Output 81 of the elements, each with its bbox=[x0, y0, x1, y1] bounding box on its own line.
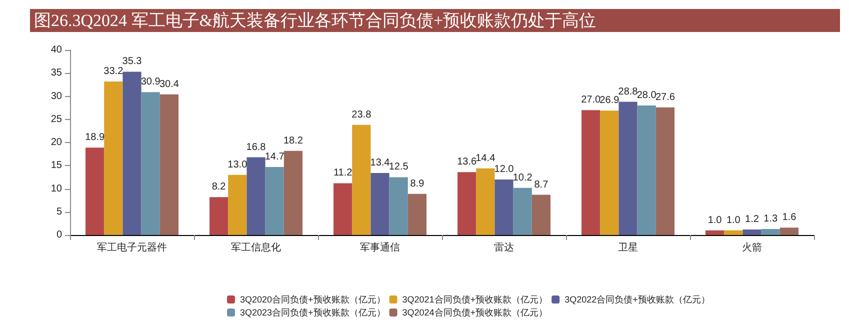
legend-label: 3Q2023合同负债+预收账款（亿元） bbox=[240, 308, 386, 318]
bar bbox=[618, 102, 638, 235]
data-label: 14.4 bbox=[476, 152, 496, 164]
data-label: 1.2 bbox=[745, 214, 760, 225]
data-label: 28.8 bbox=[618, 86, 638, 98]
bar bbox=[742, 229, 762, 235]
y-tick-label: 0 bbox=[56, 230, 62, 240]
bar bbox=[160, 94, 178, 235]
y-tick-label: 10 bbox=[50, 183, 62, 194]
data-label: 30.9 bbox=[140, 76, 161, 88]
data-label: 23.8 bbox=[352, 109, 372, 120]
bar bbox=[656, 107, 674, 235]
bar bbox=[780, 228, 798, 235]
data-label: 14.7 bbox=[264, 152, 285, 163]
bar bbox=[228, 174, 247, 235]
y-tick-label: 20 bbox=[50, 137, 62, 148]
y-tick-label: 40 bbox=[50, 44, 62, 56]
y-tick-label: 15 bbox=[50, 160, 62, 172]
y-tick-label: 30 bbox=[50, 90, 62, 102]
data-label: 18.2 bbox=[283, 135, 304, 146]
legend-label: 3Q2020合同负债+预收账款（亿元） bbox=[240, 294, 386, 304]
bar bbox=[761, 228, 780, 235]
data-label: 10.2 bbox=[512, 172, 533, 184]
data-label: 1.6 bbox=[782, 212, 797, 224]
bar bbox=[210, 197, 228, 235]
data-label: 11.2 bbox=[333, 168, 353, 179]
data-label: 1.0 bbox=[726, 214, 741, 226]
bar bbox=[122, 72, 142, 235]
chart-title: 图26.3Q2024 军工电子&航天装备行业各环节合同负债+预收账款仍处于高位 bbox=[30, 9, 840, 32]
bar bbox=[408, 194, 426, 235]
bar bbox=[370, 173, 390, 235]
bar bbox=[600, 110, 619, 235]
y-tick-label: 25 bbox=[50, 114, 62, 125]
data-label: 1.3 bbox=[764, 213, 778, 224]
data-label: 13.6 bbox=[457, 156, 477, 168]
legend-label: 3Q2022合同负债+预收账款（亿元） bbox=[564, 294, 710, 304]
bar bbox=[724, 230, 743, 235]
bar bbox=[334, 183, 352, 235]
x-tick-label: 军工电子元器件 bbox=[97, 242, 167, 254]
bar bbox=[494, 180, 514, 235]
bar bbox=[104, 81, 123, 235]
bar bbox=[458, 172, 476, 235]
x-tick-label: 火箭 bbox=[742, 242, 762, 254]
y-tick-label: 35 bbox=[50, 68, 62, 79]
data-label: 1.0 bbox=[708, 214, 722, 226]
bar bbox=[352, 124, 371, 235]
data-label: 26.9 bbox=[600, 95, 620, 106]
x-tick-label: 军工信息化 bbox=[231, 242, 281, 254]
bar bbox=[582, 110, 600, 235]
bar bbox=[476, 168, 495, 235]
y-tick-label: 5 bbox=[56, 206, 62, 218]
x-tick-label: 卫星 bbox=[618, 242, 638, 254]
data-label: 8.2 bbox=[212, 182, 226, 193]
data-label: 27.6 bbox=[655, 92, 676, 103]
x-tick-label: 雷达 bbox=[494, 242, 514, 254]
bar bbox=[532, 194, 550, 235]
data-label: 13.4 bbox=[370, 158, 390, 169]
data-label: 12.5 bbox=[388, 162, 409, 173]
x-tick-label: 军事通信 bbox=[360, 242, 400, 254]
bar bbox=[389, 177, 408, 235]
legend-label: 3Q2024合同负债+预收账款（亿元） bbox=[402, 308, 548, 318]
legend-label: 3Q2021合同负债+预收账款（亿元） bbox=[402, 294, 548, 304]
bar bbox=[706, 230, 724, 235]
bar bbox=[637, 106, 656, 235]
bar bbox=[141, 92, 160, 235]
data-label: 12.0 bbox=[494, 164, 514, 175]
bar bbox=[246, 157, 266, 235]
data-label: 35.3 bbox=[122, 56, 142, 68]
bar bbox=[86, 148, 104, 235]
data-label: 16.8 bbox=[246, 142, 266, 153]
data-label: 33.2 bbox=[104, 66, 124, 77]
data-label: 27.0 bbox=[581, 94, 601, 106]
bar bbox=[513, 188, 532, 235]
bar bbox=[265, 167, 284, 235]
data-label: 13.0 bbox=[228, 159, 248, 170]
data-label: 30.4 bbox=[159, 78, 180, 90]
data-label: 28.0 bbox=[636, 90, 657, 101]
bar bbox=[284, 150, 302, 235]
data-label: 8.9 bbox=[410, 178, 425, 190]
data-label: 8.7 bbox=[534, 179, 549, 190]
data-label: 18.9 bbox=[85, 132, 105, 144]
